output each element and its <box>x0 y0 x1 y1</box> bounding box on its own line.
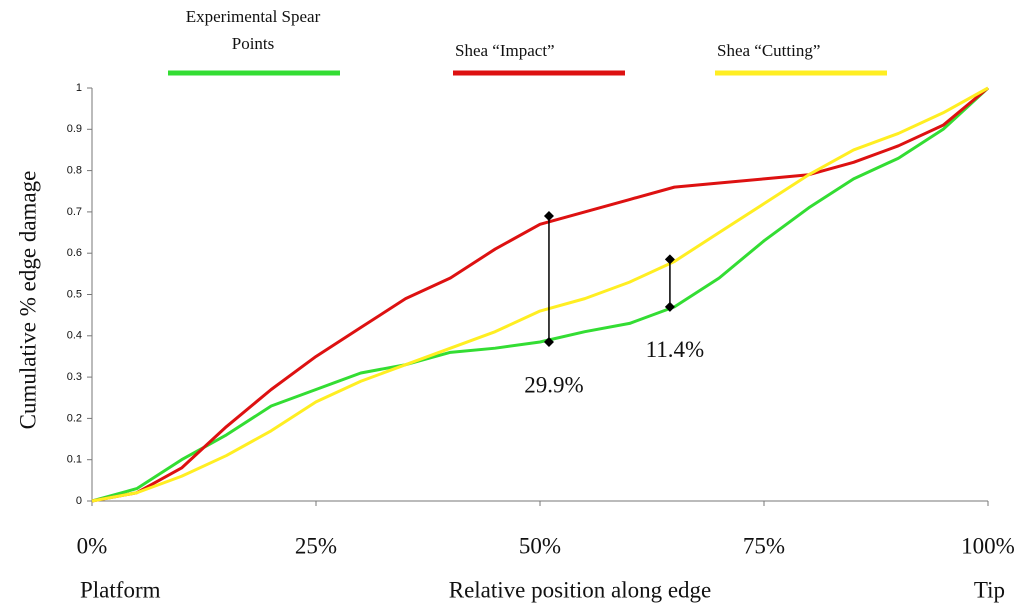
series-line <box>91 86 989 503</box>
y-tick-label: 0.8 <box>67 165 82 177</box>
y-tick-label: 0 <box>76 495 82 507</box>
y-tick-label: 0.6 <box>67 247 82 259</box>
difference-marker <box>543 211 554 222</box>
difference-marker <box>664 301 675 312</box>
y-tick-label: 0.7 <box>67 206 82 218</box>
y-tick-label: 0.5 <box>67 288 82 300</box>
x-axis-label: Relative position along edge <box>449 577 712 602</box>
y-tick-label: 0.3 <box>67 371 82 383</box>
x-tick-label: 0% <box>77 533 108 558</box>
x-tick-label: 25% <box>295 533 337 558</box>
x-end-label: Tip <box>974 577 1005 602</box>
difference-marker <box>543 336 554 347</box>
legend-label: Shea “Cutting” <box>717 41 820 60</box>
series-line <box>91 86 990 503</box>
difference-marker <box>664 254 675 265</box>
x-end-label: Platform <box>80 577 161 602</box>
y-tick-label: 1 <box>76 82 82 94</box>
y-axis-label: Cumulative % edge damage <box>15 171 40 430</box>
difference-label: 29.9% <box>524 372 583 397</box>
y-tick-label: 0.9 <box>67 123 82 135</box>
y-tick-label: 0.1 <box>67 454 82 466</box>
x-tick-label: 75% <box>743 533 785 558</box>
legend-label: Shea “Impact” <box>455 41 555 60</box>
legend-label: Experimental Spear Points <box>186 7 321 53</box>
series-line <box>91 86 989 503</box>
x-tick-label: 100% <box>961 533 1015 558</box>
y-tick-label: 0.4 <box>67 330 82 342</box>
difference-label: 11.4% <box>646 337 705 362</box>
y-tick-label: 0.2 <box>67 412 82 424</box>
x-tick-label: 50% <box>519 533 561 558</box>
